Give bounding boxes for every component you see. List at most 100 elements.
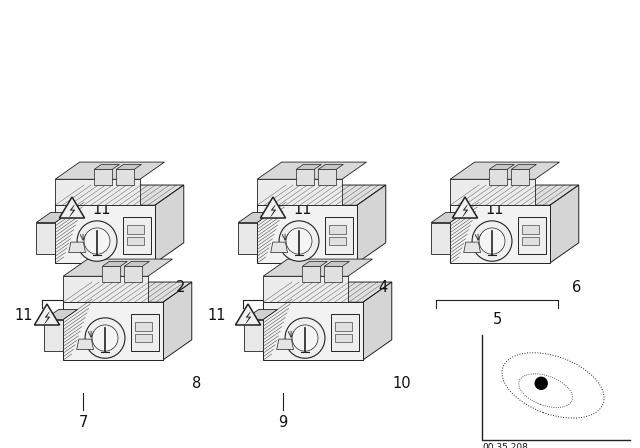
Text: 00.35.208: 00.35.208 [482,443,528,448]
Text: 5: 5 [492,312,502,327]
Polygon shape [357,185,386,263]
Text: 8: 8 [192,375,201,391]
Ellipse shape [292,325,318,351]
Polygon shape [431,212,465,223]
Polygon shape [511,164,536,169]
Ellipse shape [92,325,118,351]
Polygon shape [124,267,142,282]
Polygon shape [55,179,140,205]
Polygon shape [68,242,86,253]
Polygon shape [431,223,450,254]
Text: 6: 6 [572,280,581,296]
Text: 2: 2 [176,280,186,296]
Text: 11: 11 [14,309,33,323]
Polygon shape [296,164,321,169]
Polygon shape [60,197,84,218]
Polygon shape [55,162,164,179]
Bar [123,217,151,254]
Ellipse shape [479,228,505,254]
Bar [135,323,152,331]
Polygon shape [238,212,271,223]
Polygon shape [450,179,535,205]
Polygon shape [35,304,60,325]
Polygon shape [45,312,50,324]
Text: 10: 10 [392,375,411,391]
Polygon shape [94,164,120,169]
Polygon shape [550,185,579,263]
Bar [335,334,352,342]
Text: 4: 4 [378,280,387,296]
Polygon shape [318,164,344,169]
Polygon shape [296,169,314,185]
Polygon shape [318,169,336,185]
Ellipse shape [519,374,573,408]
Bar [335,323,352,331]
Polygon shape [450,205,550,263]
Polygon shape [464,242,481,253]
Polygon shape [36,212,70,223]
Polygon shape [63,276,148,302]
Bar [518,217,546,254]
Polygon shape [63,302,163,360]
Ellipse shape [472,221,512,261]
Polygon shape [44,319,63,351]
Polygon shape [102,267,120,282]
Bar [127,237,144,245]
Polygon shape [257,205,357,263]
Polygon shape [257,162,367,179]
Circle shape [535,377,547,389]
Ellipse shape [502,353,604,418]
Polygon shape [271,205,276,217]
Polygon shape [271,242,287,253]
Ellipse shape [285,318,325,358]
Polygon shape [257,185,386,205]
Ellipse shape [84,228,110,254]
Polygon shape [489,169,507,185]
Polygon shape [244,310,278,319]
Polygon shape [163,282,192,360]
Bar [127,225,144,234]
Polygon shape [489,164,515,169]
Polygon shape [276,339,294,349]
Polygon shape [102,261,127,267]
Text: 7: 7 [78,415,88,430]
Polygon shape [263,276,348,302]
Ellipse shape [77,221,117,261]
Polygon shape [263,282,392,302]
Bar [135,334,152,342]
Polygon shape [55,185,184,205]
Ellipse shape [279,221,319,261]
Bar [329,225,346,234]
Text: 11: 11 [293,202,312,216]
Polygon shape [450,162,559,179]
Polygon shape [263,259,372,276]
Polygon shape [511,169,529,185]
Bar [325,217,353,254]
Text: 1: 1 [95,312,104,327]
Text: 11: 11 [92,202,111,216]
Ellipse shape [85,318,125,358]
Polygon shape [324,267,342,282]
Polygon shape [363,282,392,360]
Polygon shape [44,310,77,319]
Polygon shape [302,261,328,267]
Polygon shape [238,223,257,254]
Polygon shape [116,169,134,185]
Bar [329,237,346,245]
Polygon shape [257,179,342,205]
Polygon shape [77,339,93,349]
Polygon shape [124,261,149,267]
Text: 11: 11 [207,309,226,323]
Polygon shape [260,197,285,218]
Polygon shape [246,312,251,324]
Polygon shape [302,267,320,282]
Polygon shape [236,304,260,325]
Polygon shape [36,223,55,254]
Polygon shape [94,169,112,185]
Polygon shape [155,185,184,263]
Polygon shape [463,205,468,217]
Polygon shape [452,197,477,218]
Polygon shape [63,259,172,276]
Polygon shape [244,319,263,351]
Polygon shape [116,164,141,169]
